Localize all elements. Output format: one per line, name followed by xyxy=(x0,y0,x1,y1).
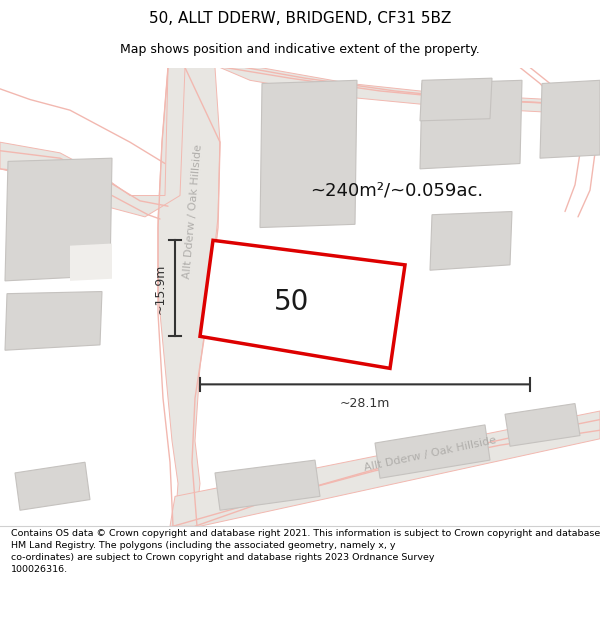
Text: 50, ALLT DDERW, BRIDGEND, CF31 5BZ: 50, ALLT DDERW, BRIDGEND, CF31 5BZ xyxy=(149,11,451,26)
Polygon shape xyxy=(420,78,492,121)
Polygon shape xyxy=(70,244,112,281)
Polygon shape xyxy=(430,211,512,270)
Polygon shape xyxy=(200,241,405,368)
Polygon shape xyxy=(420,80,522,169)
Polygon shape xyxy=(260,80,357,228)
Text: ~15.9m: ~15.9m xyxy=(154,263,167,314)
Polygon shape xyxy=(15,462,90,510)
Text: 50: 50 xyxy=(274,289,310,316)
Polygon shape xyxy=(5,158,112,281)
Polygon shape xyxy=(170,411,600,526)
Polygon shape xyxy=(540,80,600,158)
Polygon shape xyxy=(158,68,220,526)
Text: Allt Dderw / Oak Hillside: Allt Dderw / Oak Hillside xyxy=(363,435,497,472)
Text: ~28.1m: ~28.1m xyxy=(340,397,390,410)
Polygon shape xyxy=(505,404,580,446)
Text: Allt Dderw / Oak Hillside: Allt Dderw / Oak Hillside xyxy=(182,144,204,279)
Text: ~240m²/~0.059ac.: ~240m²/~0.059ac. xyxy=(310,181,483,199)
Polygon shape xyxy=(375,425,490,478)
Polygon shape xyxy=(0,68,185,217)
Polygon shape xyxy=(220,68,600,116)
Polygon shape xyxy=(215,460,320,510)
Text: Map shows position and indicative extent of the property.: Map shows position and indicative extent… xyxy=(120,44,480,56)
Text: Contains OS data © Crown copyright and database right 2021. This information is : Contains OS data © Crown copyright and d… xyxy=(11,529,600,574)
Polygon shape xyxy=(5,291,102,350)
